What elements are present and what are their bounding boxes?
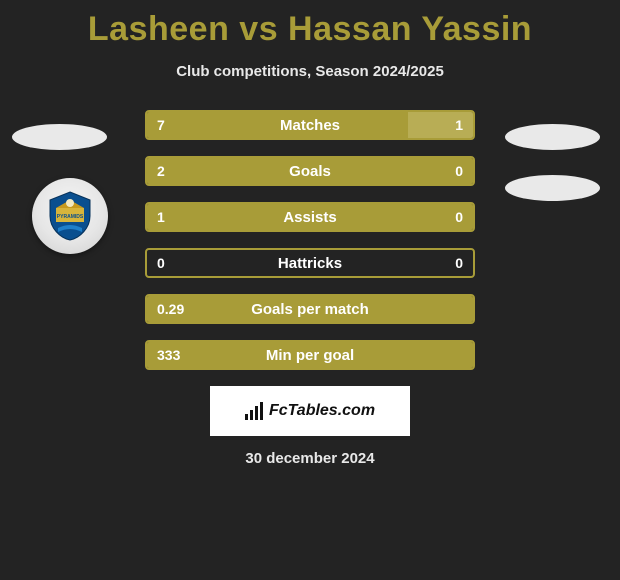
- stat-row: 20Goals: [145, 156, 475, 186]
- stat-rows: 71Matches 20Goals 10Assists 00Hattricks 0.29…: [145, 110, 475, 370]
- player-avatar-oval: [505, 124, 600, 150]
- page-title: Lasheen vs Hassan Yassin: [0, 0, 620, 49]
- svg-text:PYRAMIDS: PYRAMIDS: [57, 214, 84, 220]
- fctables-label: FcTables.com: [269, 402, 375, 420]
- player-avatar-oval: [12, 124, 107, 150]
- player-avatar-oval: [505, 175, 600, 201]
- stat-label: Goals per match: [147, 296, 473, 322]
- stat-row: 333Min per goal: [145, 340, 475, 370]
- team-badge: PYRAMIDS: [32, 178, 108, 254]
- bar-chart-icon: [245, 402, 263, 420]
- team-logo-icon: PYRAMIDS: [42, 188, 98, 244]
- stats-area: PYRAMIDS 71Matches 20Goals 10Assists 00Hatt…: [0, 110, 620, 370]
- stat-row: 10Assists: [145, 202, 475, 232]
- stat-label: Min per goal: [147, 342, 473, 368]
- stat-label: Hattricks: [147, 250, 473, 276]
- subtitle: Club competitions, Season 2024/2025: [0, 63, 620, 80]
- stat-row: 0.29Goals per match: [145, 294, 475, 324]
- stat-label: Matches: [147, 112, 473, 138]
- stat-row: 00Hattricks: [145, 248, 475, 278]
- stat-label: Goals: [147, 158, 473, 184]
- fctables-badge[interactable]: FcTables.com: [210, 386, 410, 436]
- stat-row: 71Matches: [145, 110, 475, 140]
- date-label: 30 december 2024: [0, 450, 620, 467]
- stat-label: Assists: [147, 204, 473, 230]
